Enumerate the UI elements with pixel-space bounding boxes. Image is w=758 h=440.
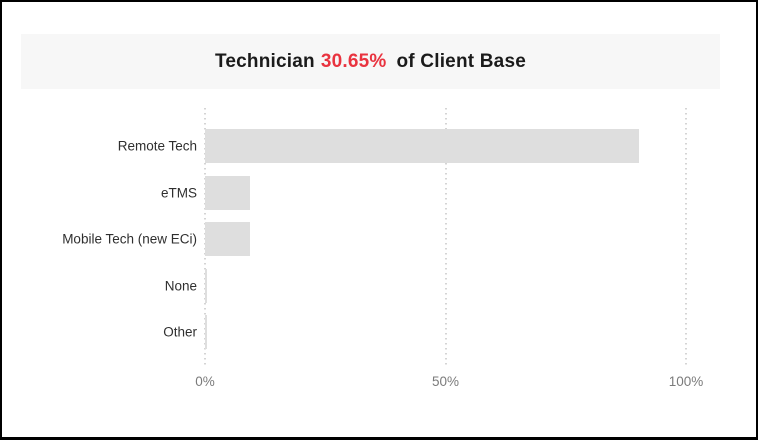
- bar-row-remote-tech: Remote Tech: [0, 129, 758, 163]
- chart-title-percentage: 30.65%: [320, 50, 387, 72]
- bar-other[interactable]: [205, 315, 208, 349]
- bar-none[interactable]: [205, 268, 208, 303]
- category-label-mobile-tech-new-eci: Mobile Tech (new ECi): [62, 231, 197, 247]
- bar-row-etms: eTMS: [0, 175, 758, 210]
- category-label-etms: eTMS: [160, 185, 197, 200]
- chart-title-prefix: Technician: [215, 50, 315, 72]
- bar-row-mobile-tech-new-eci: Mobile Tech (new ECi): [0, 222, 758, 256]
- gridline-100pct: [685, 108, 687, 368]
- chart-title-suffix: of Client Base: [396, 50, 526, 72]
- category-label-none: None: [164, 278, 197, 293]
- bar-remote-tech[interactable]: [205, 129, 639, 163]
- x-tick-label-0pct: 0%: [195, 374, 215, 389]
- chart-title-bar: Technician 30.65% of Client Base: [21, 34, 720, 89]
- bar-mobile-tech-new-eci[interactable]: [205, 222, 251, 256]
- category-label-remote-tech: Remote Tech: [117, 138, 197, 154]
- gridline-50pct: [444, 108, 447, 368]
- bar-etms[interactable]: [205, 175, 251, 210]
- x-tick-label-100pct: 100%: [668, 374, 704, 389]
- x-tick-label-50pct: 50%: [431, 374, 460, 389]
- bar-row-other: Other: [0, 315, 758, 349]
- category-label-other: Other: [163, 324, 197, 340]
- bar-row-none: None: [0, 268, 758, 303]
